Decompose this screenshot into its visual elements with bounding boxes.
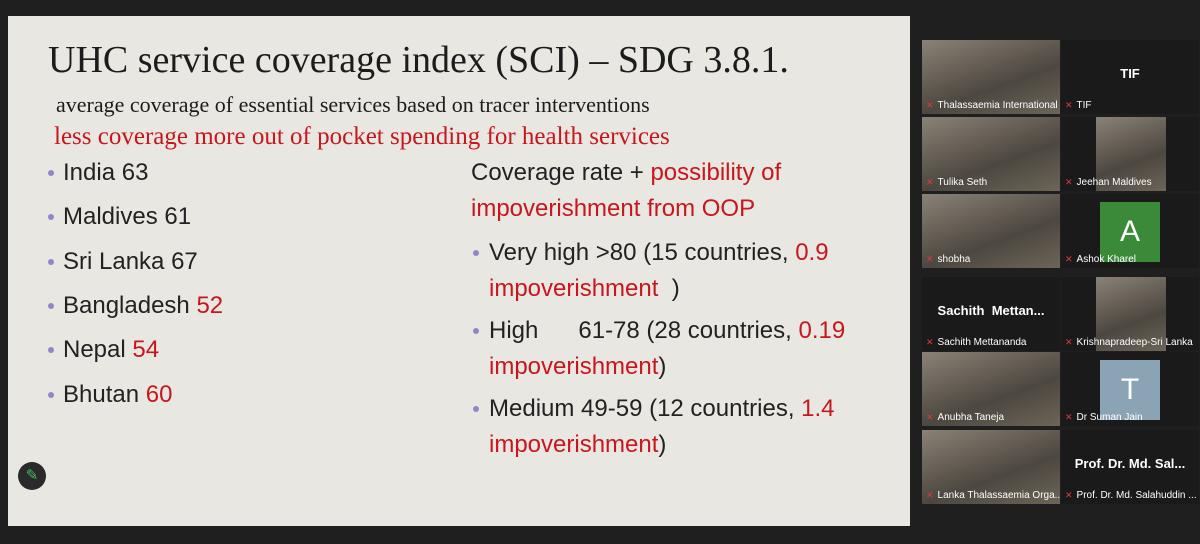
participant-tile: shobha xyxy=(922,194,1060,268)
country-value: 52 xyxy=(196,291,224,319)
participant-name: Dr Suman Jain xyxy=(1065,412,1143,423)
level-text: ) xyxy=(658,431,667,458)
slide-subtitle: average coverage of essential services b… xyxy=(56,92,650,117)
country-item: Bangladesh 52 xyxy=(63,288,223,324)
level-text: High 61-78 (28 countries, xyxy=(489,317,799,344)
participant-name: Lanka Thalassaemia Orga... xyxy=(926,490,1060,501)
heading-text: Coverage rate + xyxy=(471,159,651,186)
country-value: 67 xyxy=(171,247,198,275)
country-name: India xyxy=(63,159,116,186)
bullet xyxy=(48,302,54,309)
participant-tile: Tulika Seth xyxy=(922,117,1060,191)
bullet xyxy=(48,258,54,265)
participant-name: Jeehan Maldives xyxy=(1065,177,1152,188)
level-highlight: 0.9 impoverishment xyxy=(489,239,829,302)
country-value: 60 xyxy=(145,380,173,408)
level-item: Very high >80 (15 countries, 0.9 impover… xyxy=(489,235,889,307)
participant-tile: AAshok Kharel xyxy=(1061,194,1199,268)
participant-tile: Krishnapradeep-Sri Lanka xyxy=(1061,277,1199,351)
slide-note: less coverage more out of pocket spendin… xyxy=(54,123,670,150)
country-item: Nepal 54 xyxy=(63,332,159,368)
country-item: Sri Lanka 67 xyxy=(63,244,198,280)
level-highlight: 1.4 impoverishment xyxy=(489,395,835,458)
participant-name: Prof. Dr. Md. Salahuddin ... xyxy=(1065,490,1197,501)
bullet xyxy=(48,391,54,398)
level-highlight: 0.19 impoverishment xyxy=(489,317,846,380)
bullet xyxy=(48,214,54,221)
participant-name: Anubha Taneja xyxy=(926,412,1005,423)
country-name: Nepal xyxy=(63,336,126,364)
country-item: India 63 xyxy=(63,155,148,191)
participant-name: TIF xyxy=(1065,100,1092,111)
country-name: Bangladesh xyxy=(63,291,190,319)
coverage-heading: Coverage rate + possibility of impoveris… xyxy=(471,155,871,227)
heading-highlight: possibility of impoverishment from OOP xyxy=(471,159,782,222)
display-name: Sachith Mettan... xyxy=(937,303,1045,318)
slide-title: UHC service coverage index (SCI) – SDG 3… xyxy=(48,39,789,81)
participant-tile: Prof. Dr. Md. Sal... Prof. Dr. Md. Salahu… xyxy=(1061,430,1199,504)
participant-name: shobha xyxy=(926,254,971,265)
level-text: Medium 49-59 (12 countries, xyxy=(489,395,802,422)
country-item: Maldives 61 xyxy=(63,199,191,235)
level-text: Very high >80 (15 countries, xyxy=(489,239,796,266)
level-item: Medium 49-59 (12 countries, 1.4 impoveri… xyxy=(489,391,889,463)
participant-name: Krishnapradeep-Sri Lanka xyxy=(1065,337,1193,348)
slide: UHC service coverage index (SCI) – SDG 3… xyxy=(8,16,910,526)
level-text: ) xyxy=(658,353,667,380)
participant-tile: TDr Suman Jain xyxy=(1061,352,1199,426)
participant-name: Sachith Mettananda xyxy=(926,337,1027,348)
participant-tile: Lanka Thalassaemia Orga... xyxy=(922,430,1060,504)
participant-tile: Jeehan Maldives xyxy=(1061,117,1199,191)
participant-tile: Sachith Mettan... Sachith Mettananda xyxy=(922,277,1060,351)
level-item: High 61-78 (28 countries, 0.19 impoveris… xyxy=(489,313,889,385)
participant-name: Thalassaemia International F... xyxy=(926,100,1060,111)
participant-name: Ashok Kharel xyxy=(1065,254,1136,265)
display-name: Prof. Dr. Md. Sal... xyxy=(1074,456,1186,471)
bullet xyxy=(473,406,479,412)
bullet xyxy=(473,250,479,256)
avatar: A xyxy=(1100,202,1160,262)
participant-tile: TIF TIF xyxy=(1061,40,1199,114)
country-value: 63 xyxy=(121,159,149,186)
bullet xyxy=(473,328,479,334)
country-value: 61 xyxy=(164,203,192,231)
display-name: TIF xyxy=(1120,66,1140,81)
country-item: Bhutan 60 xyxy=(63,377,172,413)
country-name: Sri Lanka xyxy=(63,247,165,275)
participant-tile: Anubha Taneja xyxy=(922,352,1060,426)
bullet xyxy=(48,170,54,176)
level-text: ) xyxy=(658,275,680,302)
bullet xyxy=(48,347,54,354)
country-value: 54 xyxy=(132,336,160,364)
avatar: T xyxy=(1100,360,1160,420)
participant-name: Tulika Seth xyxy=(926,177,988,188)
annotate-button[interactable]: ✎ xyxy=(18,462,46,490)
country-name: Bhutan xyxy=(63,380,140,408)
participant-tile: Thalassaemia International F... xyxy=(922,40,1060,114)
country-name: Maldives xyxy=(63,203,158,231)
